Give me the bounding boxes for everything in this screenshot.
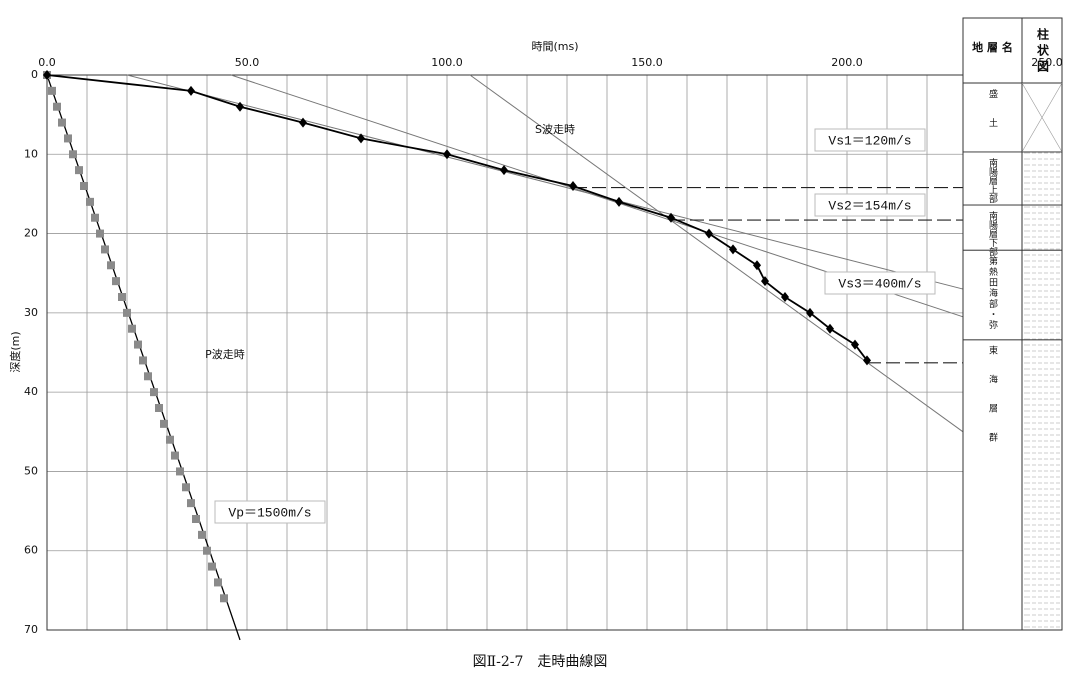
- point: [863, 355, 871, 366]
- point: [753, 260, 761, 271]
- stratum-name: 南陽層下部: [987, 210, 998, 257]
- point: [80, 182, 88, 190]
- point: [198, 530, 206, 539]
- point: [208, 562, 216, 571]
- point: [96, 229, 104, 238]
- column-header: 柱状図: [1036, 27, 1050, 76]
- point: [214, 578, 222, 587]
- series-name: P波走時: [205, 348, 245, 361]
- stratum-name: 東海層群: [987, 345, 998, 462]
- stratum-name: 南陽層上部: [987, 157, 998, 204]
- point: [69, 150, 77, 159]
- point: [134, 340, 142, 349]
- velocity-label: Vs2＝154m/s: [828, 198, 911, 213]
- y-tick-label: 0: [31, 68, 38, 81]
- point: [236, 101, 244, 112]
- point: [128, 324, 136, 333]
- point: [667, 212, 675, 223]
- point: [826, 323, 834, 334]
- point: [569, 181, 577, 191]
- point: [176, 467, 184, 476]
- point: [615, 196, 623, 207]
- point: [192, 515, 200, 523]
- y-tick-label: 60: [24, 544, 38, 557]
- point: [75, 166, 83, 175]
- y-tick-label: 70: [24, 623, 38, 636]
- point: [139, 356, 147, 365]
- y-tick-label: 20: [24, 227, 38, 240]
- point: [220, 594, 228, 603]
- plot-area: Vp＝1500m/s Vs1＝120m/s Vs2＝154m/s Vs3＝400m/s…: [43, 70, 964, 641]
- point: [729, 244, 737, 255]
- point: [101, 245, 109, 254]
- y-tick-label: 30: [24, 306, 38, 319]
- point: [781, 292, 789, 302]
- point: [43, 70, 51, 80]
- label-box: [814, 193, 926, 217]
- point: [118, 293, 126, 301]
- point: [160, 419, 168, 428]
- point: [187, 499, 195, 508]
- point: [203, 546, 211, 555]
- point: [64, 134, 72, 143]
- x-tick-label: 0.0: [38, 56, 56, 69]
- label-box: [214, 500, 326, 524]
- point: [107, 261, 115, 270]
- point: [443, 149, 451, 160]
- x-tick-label: 150.0: [631, 56, 663, 69]
- velocity-label: Vs1＝120m/s: [828, 133, 911, 148]
- fit-line: [469, 74, 964, 433]
- point: [150, 388, 158, 397]
- x-tick-label: 100.0: [431, 56, 463, 69]
- label-box: [814, 128, 926, 152]
- point: [806, 307, 814, 318]
- velocity-label: Vp＝1500m/s: [228, 505, 311, 520]
- stratum-name: 盛土: [987, 88, 998, 147]
- fit-line: [126, 74, 964, 290]
- point: [299, 117, 307, 128]
- point: [144, 372, 152, 381]
- point: [58, 118, 66, 127]
- y-tick-label: 10: [24, 147, 38, 160]
- log-cross: [1021, 82, 1063, 153]
- log-pattern: [1022, 339, 1062, 630]
- log-pattern: [1022, 250, 1062, 340]
- point: [166, 435, 174, 444]
- x-tick-label: 50.0: [235, 56, 260, 69]
- point: [851, 339, 859, 350]
- point: [171, 451, 179, 460]
- point: [48, 86, 56, 95]
- point: [705, 228, 713, 239]
- stratum-name: 第熱田海部・弥: [987, 255, 998, 331]
- x-tick-label: 250.0: [1031, 56, 1063, 69]
- point: [112, 277, 120, 286]
- point: [500, 165, 508, 176]
- x-axis-label: 時間(ms): [531, 40, 578, 53]
- point: [182, 483, 190, 492]
- point: [123, 308, 131, 317]
- point: [357, 133, 365, 144]
- x-tick-label: 200.0: [831, 56, 863, 69]
- series-name: S波走時: [535, 123, 575, 136]
- point: [761, 276, 769, 287]
- chart-title: 図Ⅱ-2-7 走時曲線図: [473, 654, 608, 670]
- y-axis-label: 深度(m): [8, 331, 22, 372]
- y-tick-label: 50: [24, 464, 38, 477]
- plot-frame: [46, 74, 964, 631]
- point: [91, 213, 99, 222]
- log-pattern: [1022, 205, 1062, 251]
- series-line: [46, 74, 868, 361]
- y-tick-label: 40: [24, 385, 38, 398]
- point: [53, 102, 61, 111]
- log-pattern: [1022, 151, 1062, 206]
- label-box: [824, 271, 936, 295]
- column-header: 地 層 名: [972, 40, 1013, 54]
- point: [155, 404, 163, 412]
- point: [86, 197, 94, 206]
- velocity-label: Vs3＝400m/s: [838, 276, 921, 291]
- point: [187, 85, 195, 96]
